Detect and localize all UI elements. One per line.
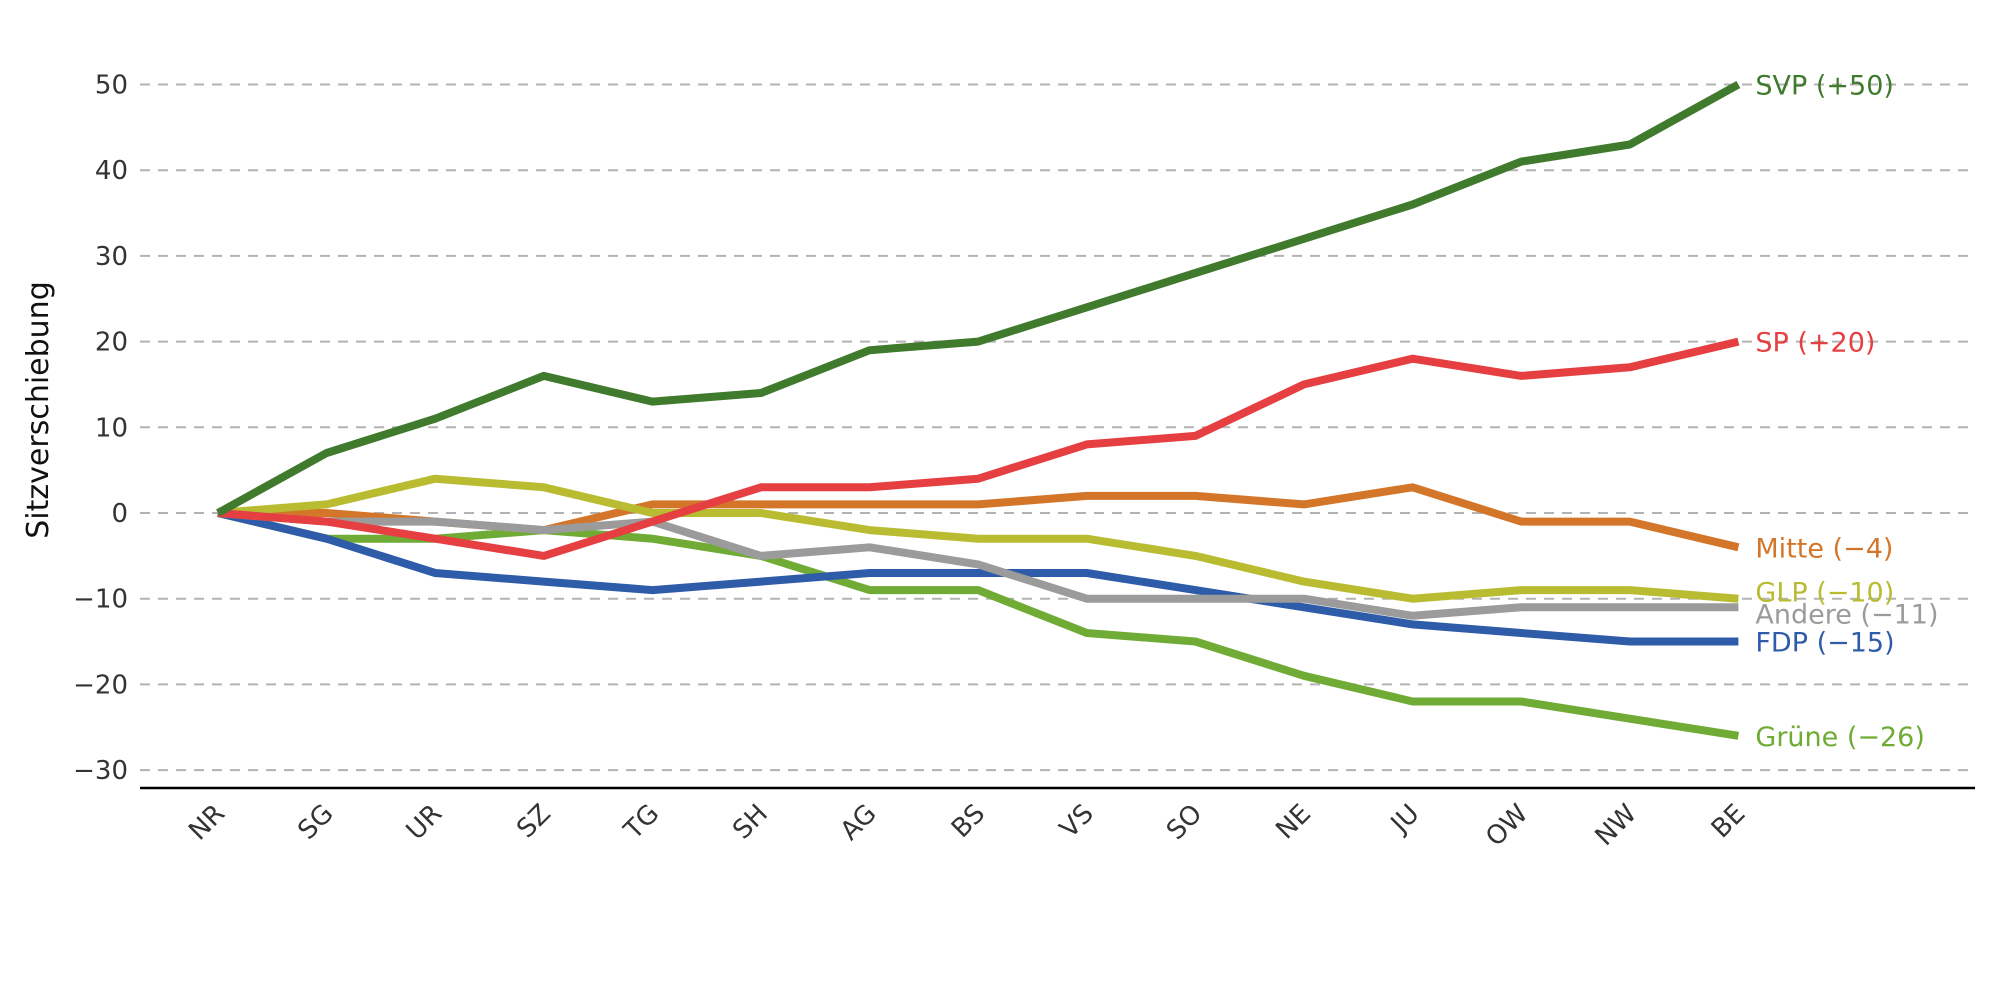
y-axis-title: Sitzverschiebung <box>21 281 56 538</box>
x-tick-label: TG <box>618 799 665 846</box>
x-tick-label: NR <box>183 799 231 847</box>
series-label-glp: GLP (−10) <box>1755 578 1894 609</box>
series-label-sp: SP (+20) <box>1755 328 1875 359</box>
y-tick-label: 30 <box>95 242 128 272</box>
y-tick-label: −30 <box>73 756 128 786</box>
series-label-andere: Andere (−11) <box>1755 599 1938 630</box>
y-tick-label: 10 <box>95 413 128 443</box>
series-line-grune <box>217 509 1740 740</box>
y-tick-label: 50 <box>95 71 128 101</box>
x-tick-label: NE <box>1270 799 1317 846</box>
end-labels: Grüne (−26) FDP (−15) Mitte (−4) GLP (−10)A… <box>1755 71 1938 753</box>
y-tick-labels: −30 −20 −10 0 10 20 30 40 50 <box>73 71 128 787</box>
y-tick-label: −10 <box>73 585 128 615</box>
y-tick-label: −20 <box>73 670 128 700</box>
series-layer <box>216 80 1741 740</box>
y-tick-label: 40 <box>95 156 128 186</box>
x-tick-labels: NR SG UR SZ TG SH AG BS VS SO NE JU OW NW BE <box>183 799 1751 853</box>
x-tick-label: NW <box>1590 799 1643 852</box>
series-line-andere <box>217 509 1739 620</box>
series-label-svp: SVP (+50) <box>1755 71 1894 102</box>
series-label-mitte: Mitte (−4) <box>1755 533 1893 564</box>
x-tick-label: SG <box>292 799 339 846</box>
series-label-fdp: FDP (−15) <box>1755 628 1894 659</box>
x-tick-label: BE <box>1706 799 1751 844</box>
x-tick-label: JU <box>1384 799 1426 841</box>
x-tick-label: VS <box>1054 799 1099 844</box>
x-tick-label: BS <box>946 799 991 844</box>
series-label-grune: Grüne (−26) <box>1755 722 1925 753</box>
x-tick-label: SH <box>727 799 774 846</box>
series-line-svp <box>216 80 1741 517</box>
series-line-fdp <box>217 509 1739 646</box>
series-line-sp <box>217 337 1740 560</box>
x-tick-label: SO <box>1161 799 1208 846</box>
x-tick-label: OW <box>1480 799 1534 853</box>
x-tick-label: SZ <box>511 799 556 844</box>
y-tick-label: 20 <box>95 328 128 358</box>
x-tick-label: UR <box>401 799 448 846</box>
y-tick-label: 0 <box>111 499 128 529</box>
series-line-glp <box>217 474 1739 603</box>
x-tick-label: AG <box>835 799 883 847</box>
